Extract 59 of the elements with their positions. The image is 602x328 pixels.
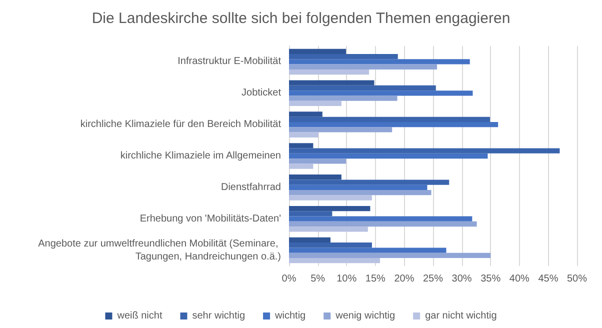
legend-label: sehr wichtig	[192, 310, 246, 322]
bar	[289, 158, 346, 164]
y-tick-label: kirchliche Klimaziele für den Bereich Mobilität	[80, 119, 282, 130]
x-tick-label: 40%	[509, 274, 530, 284]
bar	[289, 122, 498, 128]
bar	[289, 221, 477, 227]
legend-label: wichtig	[274, 310, 306, 322]
x-tick-label: 0%	[282, 274, 296, 284]
bar	[289, 252, 491, 258]
bar	[289, 206, 370, 212]
bar	[289, 64, 438, 70]
bar	[289, 59, 470, 64]
bar	[289, 248, 446, 253]
bar	[289, 90, 473, 96]
bar	[289, 127, 392, 132]
legend-label: wenig wichtig	[334, 310, 396, 322]
bar	[289, 132, 318, 138]
bar	[289, 184, 428, 190]
x-tick-label: 20%	[394, 274, 414, 284]
bar	[289, 148, 560, 154]
bar	[289, 153, 488, 159]
x-tick-label: 5%	[310, 274, 326, 284]
y-tick-label: Dienstfahrrad	[220, 182, 281, 193]
bar	[289, 112, 322, 117]
bar	[289, 69, 370, 75]
bar	[289, 195, 372, 200]
x-tick-label: 30%	[452, 274, 472, 284]
bar	[289, 143, 314, 148]
bar	[289, 100, 342, 106]
bar	[289, 96, 398, 101]
y-tick-label: Infrastruktur E-Mobilität	[178, 56, 282, 68]
bar	[289, 48, 346, 54]
bar	[289, 216, 472, 222]
bar	[289, 226, 368, 232]
bar	[289, 164, 314, 169]
x-tick-label: 45%	[538, 274, 558, 284]
bar	[289, 54, 398, 60]
bar	[289, 242, 372, 248]
x-tick-label: 15%	[365, 274, 386, 284]
bar	[289, 80, 374, 86]
y-tick-label: Angebote zur umweltfreundlichen Mobilität (Seminare, Tagungen, Handreichungen o.ä.)	[38, 238, 281, 262]
y-tick-label: Jobticket	[242, 88, 282, 99]
bar	[289, 190, 432, 196]
legend-label: weiß nicht	[116, 310, 162, 322]
x-tick-label: 25%	[422, 274, 444, 284]
x-tick-label: 10%	[336, 274, 357, 284]
bar	[289, 85, 436, 91]
bar	[289, 237, 330, 243]
bar	[289, 211, 332, 216]
x-tick-label: 50%	[566, 274, 588, 284]
chart-title: Die Landeskirche sollte sich bei folgenden Themen engagieren	[92, 10, 510, 27]
y-tick-label: kirchliche Klimaziele im Allgemeinen	[120, 150, 281, 162]
bar	[289, 180, 450, 185]
bar	[289, 258, 380, 264]
bar	[289, 174, 342, 180]
x-tick-label: 35%	[480, 274, 501, 284]
bar	[289, 116, 490, 122]
y-tick-label: Erhebung von 'Mobilitäts-Daten'	[140, 213, 282, 224]
legend-label: gar nicht wichtig	[425, 310, 497, 322]
